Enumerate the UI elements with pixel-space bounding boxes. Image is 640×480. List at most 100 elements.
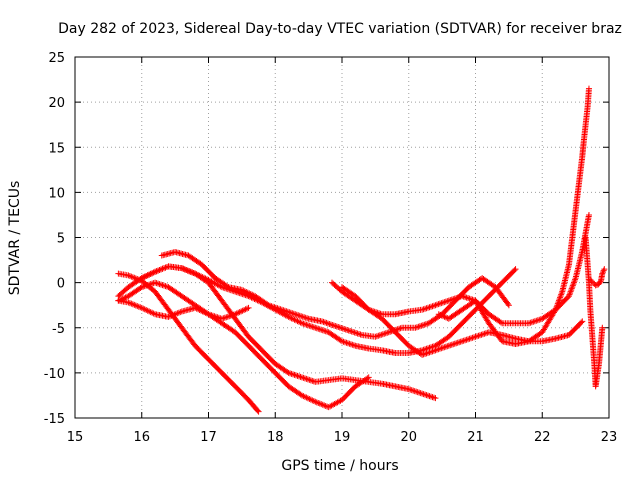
data-point bbox=[125, 299, 132, 306]
data-point bbox=[236, 309, 243, 316]
data-point bbox=[298, 320, 305, 327]
x-tick-label: 19 bbox=[334, 430, 351, 445]
data-point bbox=[394, 326, 401, 333]
data-point bbox=[229, 287, 236, 294]
data-point bbox=[198, 307, 205, 314]
data-point bbox=[478, 331, 485, 338]
data-point bbox=[426, 304, 433, 311]
data-point bbox=[293, 311, 300, 318]
data-point bbox=[468, 335, 475, 342]
series-track-10 bbox=[582, 234, 606, 390]
y-tick-label: 0 bbox=[57, 277, 65, 292]
data-point bbox=[396, 325, 403, 332]
data-point bbox=[429, 303, 436, 310]
data-point bbox=[141, 306, 148, 313]
data-point bbox=[407, 386, 414, 393]
data-point bbox=[129, 301, 136, 308]
y-tick-label: -10 bbox=[44, 367, 65, 382]
series-track-9 bbox=[435, 85, 592, 347]
data-point bbox=[323, 319, 330, 326]
data-point bbox=[536, 316, 543, 323]
data-point bbox=[254, 407, 261, 414]
data-point bbox=[135, 303, 142, 310]
data-point bbox=[201, 309, 208, 316]
data-point bbox=[379, 331, 386, 338]
data-point bbox=[318, 318, 325, 325]
data-point bbox=[419, 322, 426, 329]
data-point bbox=[287, 314, 294, 321]
data-point bbox=[304, 322, 311, 329]
data-point bbox=[438, 300, 445, 307]
data-point bbox=[138, 275, 145, 282]
data-point bbox=[195, 306, 202, 313]
chart-title: Day 282 of 2023, Sidereal Day-to-day VTE… bbox=[58, 21, 622, 37]
data-point bbox=[430, 394, 437, 401]
data-point bbox=[131, 301, 138, 308]
data-point bbox=[242, 306, 249, 313]
data-point bbox=[372, 333, 379, 340]
data-point bbox=[294, 372, 301, 379]
data-point bbox=[289, 310, 296, 317]
data-point bbox=[382, 330, 389, 337]
data-point bbox=[128, 300, 135, 307]
data-point bbox=[313, 325, 320, 332]
data-point bbox=[447, 297, 454, 304]
data-point bbox=[238, 308, 245, 315]
data-point bbox=[457, 338, 464, 345]
data-point bbox=[481, 330, 488, 337]
data-point bbox=[367, 307, 374, 314]
data-point bbox=[239, 291, 246, 298]
data-point bbox=[444, 343, 451, 350]
data-point bbox=[177, 309, 184, 316]
data-point bbox=[218, 315, 225, 322]
data-point bbox=[285, 313, 292, 320]
series-track-6 bbox=[138, 263, 519, 357]
data-point bbox=[418, 322, 425, 329]
data-point bbox=[419, 351, 426, 358]
data-point bbox=[340, 338, 347, 345]
data-point bbox=[144, 272, 151, 279]
data-point bbox=[286, 309, 293, 316]
data-point bbox=[175, 309, 182, 316]
data-point bbox=[312, 398, 319, 405]
data-point bbox=[599, 324, 606, 331]
data-point bbox=[342, 326, 349, 333]
data-point bbox=[442, 298, 449, 305]
data-point bbox=[365, 306, 372, 313]
data-point bbox=[147, 309, 154, 316]
data-point bbox=[302, 314, 309, 321]
data-point bbox=[131, 274, 138, 281]
data-point bbox=[304, 376, 311, 383]
data-point bbox=[150, 269, 157, 276]
data-point bbox=[301, 321, 308, 328]
data-point bbox=[240, 287, 247, 294]
data-point bbox=[326, 320, 333, 327]
data-point bbox=[221, 285, 228, 292]
y-tick-label: 5 bbox=[57, 232, 65, 247]
data-point bbox=[161, 282, 167, 289]
y-tick-label: 10 bbox=[48, 186, 65, 201]
data-point bbox=[347, 327, 354, 334]
data-point bbox=[126, 300, 133, 307]
data-point bbox=[430, 347, 437, 354]
data-point bbox=[460, 337, 467, 344]
data-point bbox=[435, 346, 442, 353]
data-point bbox=[147, 270, 154, 277]
data-point bbox=[416, 389, 423, 396]
data-point bbox=[405, 386, 412, 393]
data-point bbox=[411, 388, 418, 395]
data-point bbox=[343, 339, 350, 346]
data-point bbox=[143, 273, 150, 280]
data-point bbox=[456, 294, 463, 301]
data-point bbox=[456, 339, 463, 346]
data-point bbox=[169, 312, 176, 319]
data-point bbox=[426, 393, 433, 400]
data-point bbox=[204, 310, 211, 317]
data-point bbox=[321, 402, 328, 409]
data-point bbox=[324, 320, 331, 327]
x-tick-label: 16 bbox=[133, 430, 150, 445]
data-point bbox=[318, 401, 325, 408]
data-point bbox=[537, 316, 544, 323]
data-point bbox=[316, 326, 323, 333]
data-point bbox=[397, 325, 404, 332]
